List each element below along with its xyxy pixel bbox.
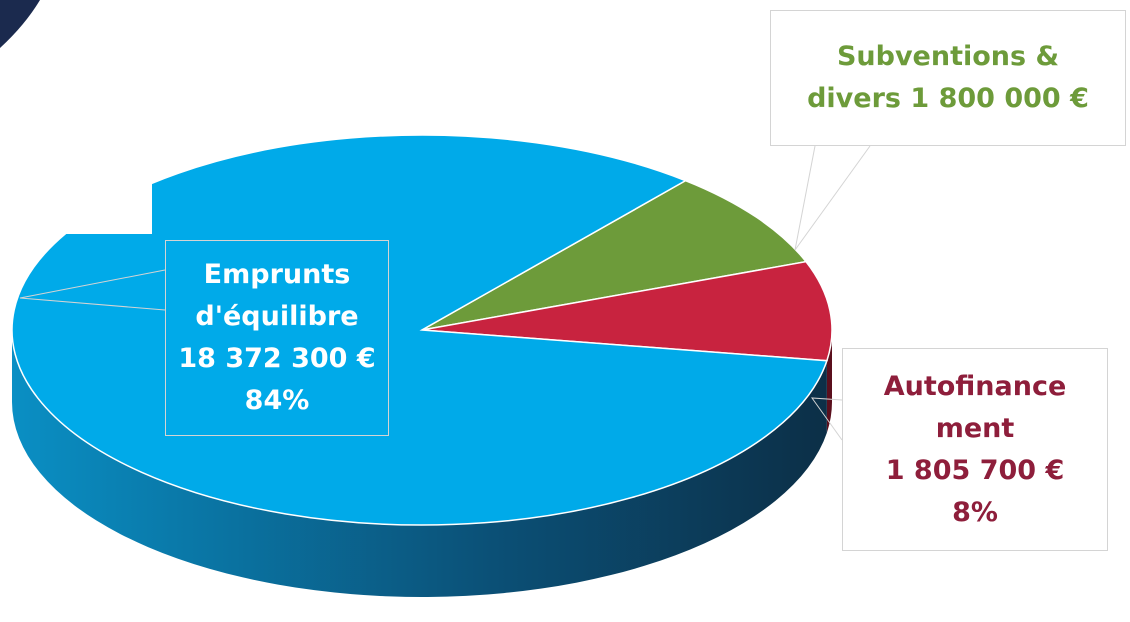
callouts — [19, 145, 871, 441]
value-label: 18 372 300 € — [178, 343, 376, 374]
pie-side — [826, 330, 832, 433]
value-label: 1 805 700 € — [885, 454, 1065, 486]
pie-slice — [421, 179, 808, 331]
percent-label: 84% — [244, 385, 310, 416]
pie-tops — [11, 134, 833, 526]
pie-side — [11, 330, 827, 598]
cover — [0, 150, 152, 234]
pie-slice — [11, 134, 828, 526]
value-label: 1 800 000 € — [910, 83, 1089, 114]
data-label-box: Autofinance ment 1 805 700 € 8% — [842, 348, 1108, 551]
category-label: Subventions & divers — [807, 41, 1060, 114]
percent-label: 8% — [952, 496, 998, 528]
data-label-box: Subventions & divers 1 800 000 € — [770, 10, 1126, 146]
pie-sides — [11, 330, 832, 598]
callout-pointer — [810, 397, 843, 441]
corner-shape — [0, 0, 40, 48]
pie-slice — [421, 260, 833, 362]
data-label-box: Emprunts d'équilibre 18 372 300 € 84% — [165, 240, 389, 436]
callout-pointer — [794, 145, 871, 251]
category-label: Emprunts d'équilibre — [195, 259, 359, 332]
callout-pointer — [19, 269, 166, 311]
label-text: Subventions & divers 1 800 000 € — [771, 36, 1125, 120]
label-text: Emprunts d'équilibre 18 372 300 € 84% — [166, 254, 388, 422]
category-label: Autofinance ment — [883, 370, 1067, 444]
label-text: Autofinance ment 1 805 700 € 8% — [843, 366, 1107, 534]
